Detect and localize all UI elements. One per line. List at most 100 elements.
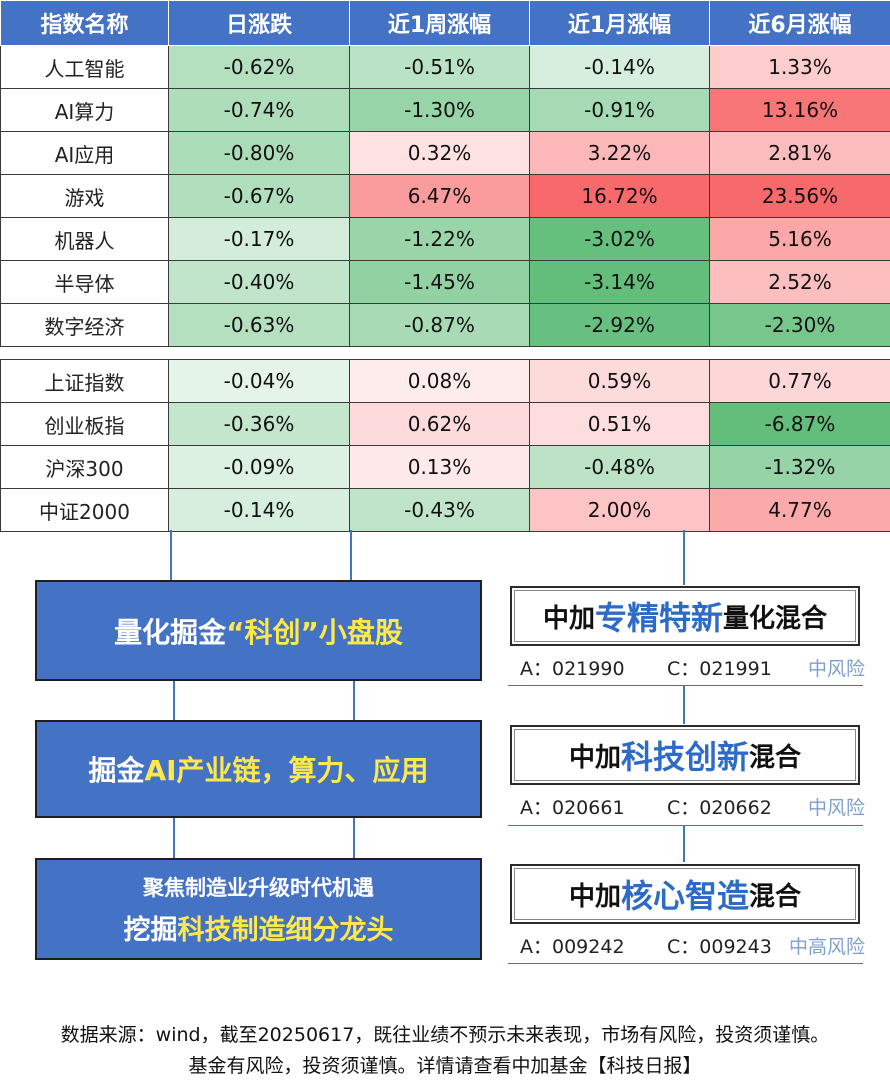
table-row: 中证2000 -0.14% -0.43% 2.00% 4.77%: [0, 488, 890, 532]
table-row: AI应用 -0.80% 0.32% 3.22% 2.81%: [0, 131, 890, 175]
index-name-cell: AI应用: [0, 131, 169, 175]
change-value-cell: -0.87%: [349, 303, 530, 347]
change-value-cell: 6.47%: [349, 174, 530, 218]
change-value-cell: -0.67%: [168, 174, 350, 218]
index-name-cell: 半导体: [0, 260, 169, 304]
connector-line: [683, 530, 685, 585]
index-name-cell: 游戏: [0, 174, 169, 218]
change-value-cell: -6.87%: [709, 402, 890, 446]
change-value-cell: -1.22%: [349, 217, 530, 261]
index-name-cell: 人工智能: [0, 45, 169, 89]
table-row: 游戏 -0.67% 6.47% 16.72% 23.56%: [0, 174, 890, 218]
index-name-cell: 创业板指: [0, 402, 169, 446]
change-value-cell: -1.30%: [349, 88, 530, 132]
change-value-cell: -0.48%: [529, 445, 710, 489]
change-value-cell: -0.36%: [168, 402, 350, 446]
table-row: 机器人 -0.17% -1.22% -3.02% 5.16%: [0, 217, 890, 261]
change-value-cell: -1.32%: [709, 445, 890, 489]
header-daily-change: 日涨跌: [168, 0, 350, 46]
change-value-cell: 0.32%: [349, 131, 530, 175]
change-value-cell: 3.22%: [529, 131, 710, 175]
change-value-cell: 23.56%: [709, 174, 890, 218]
change-value-cell: 0.13%: [349, 445, 530, 489]
connector-line: [683, 686, 685, 724]
change-value-cell: -0.43%: [349, 488, 530, 532]
connector-line: [170, 530, 172, 582]
table-row: AI算力 -0.74% -1.30% -0.91% 13.16%: [0, 88, 890, 132]
change-value-cell: 5.16%: [709, 217, 890, 261]
fund-name-box[interactable]: 中加 科技创新 混合: [510, 725, 860, 785]
connector-line: [173, 818, 175, 860]
table-row: 创业板指 -0.36% 0.62% 0.51% -6.87%: [0, 402, 890, 446]
theme-text: 掘金AI产业链，算力、应用: [88, 754, 429, 787]
table-row: 半导体 -0.40% -1.45% -3.14% 2.52%: [0, 260, 890, 304]
change-value-cell: -2.92%: [529, 303, 710, 347]
change-value-cell: 0.08%: [349, 359, 530, 403]
index-name-cell: 沪深300: [0, 445, 169, 489]
change-value-cell: -0.09%: [168, 445, 350, 489]
change-value-cell: -0.62%: [168, 45, 350, 89]
fund-code-a: A：020661: [520, 797, 625, 819]
table-row: 上证指数 -0.04% 0.08% 0.59% 0.77%: [0, 359, 890, 403]
change-value-cell: -0.51%: [349, 45, 530, 89]
connector-line: [353, 818, 355, 860]
change-value-cell: 0.62%: [349, 402, 530, 446]
change-value-cell: 0.59%: [529, 359, 710, 403]
performance-table: 指数名称 日涨跌 近1周涨幅 近1月涨幅 近6月涨幅 人工智能 -0.62% -0.…: [0, 0, 890, 532]
change-value-cell: -0.63%: [168, 303, 350, 347]
change-value-cell: -2.30%: [709, 303, 890, 347]
fund-code-c: C：009243: [667, 936, 772, 958]
change-value-cell: -0.14%: [529, 45, 710, 89]
change-value-cell: -1.45%: [349, 260, 530, 304]
connector-line: [173, 680, 175, 722]
change-value-cell: -0.40%: [168, 260, 350, 304]
change-value-cell: 2.00%: [529, 488, 710, 532]
change-value-cell: -0.80%: [168, 131, 350, 175]
change-value-cell: 0.51%: [529, 402, 710, 446]
disclaimer-line-2: 基金有风险，投资须谨慎。详情请查看中加基金【科技日报】: [188, 1055, 702, 1077]
connector-line: [683, 826, 685, 862]
index-name-cell: 机器人: [0, 217, 169, 261]
theme-text: 挖掘科技制造细分龙头: [123, 914, 394, 946]
index-name-cell: AI算力: [0, 88, 169, 132]
fund-code-c: C：020662: [667, 797, 772, 819]
table-row: 人工智能 -0.62% -0.51% -0.14% 1.33%: [0, 45, 890, 89]
separator-cell: [0, 346, 890, 360]
disclaimer-line-1: 数据来源：wind，截至20250617，既往业绩不预示未来表现，市场有风险，投…: [60, 1024, 830, 1046]
connector-line: [350, 530, 352, 582]
risk-level: 中风险: [807, 658, 865, 680]
theme-box-2: 掘金AI产业链，算力、应用: [35, 720, 482, 818]
connector-line: [353, 680, 355, 722]
theme-box-3: 聚焦制造业升级时代机遇 挖掘科技制造细分龙头: [35, 858, 482, 960]
risk-level: 中高风险: [788, 936, 865, 958]
change-value-cell: 2.52%: [709, 260, 890, 304]
fund-underline: [508, 963, 863, 964]
table-row: 数字经济 -0.63% -0.87% -2.92% -2.30%: [0, 303, 890, 347]
fund-underline: [508, 825, 863, 826]
change-value-cell: -0.17%: [168, 217, 350, 261]
change-value-cell: -0.74%: [168, 88, 350, 132]
fund-code-a: A：009242: [520, 936, 625, 958]
change-value-cell: -0.91%: [529, 88, 710, 132]
header-1m-change: 近1月涨幅: [529, 0, 710, 46]
change-value-cell: 13.16%: [709, 88, 890, 132]
change-value-cell: -3.02%: [529, 217, 710, 261]
fund-code-a: A：021990: [520, 658, 625, 680]
fund-name-box[interactable]: 中加 专精特新 量化混合: [510, 586, 860, 646]
fund-name-box[interactable]: 中加 核心智造 混合: [510, 864, 860, 924]
theme-text: 量化掘金“科创”小盘股: [114, 615, 403, 649]
change-value-cell: 0.77%: [709, 359, 890, 403]
change-value-cell: 1.33%: [709, 45, 890, 89]
risk-level: 中风险: [807, 797, 865, 819]
fund-code-c: C：021991: [667, 658, 772, 680]
change-value-cell: -0.04%: [168, 359, 350, 403]
header-1w-change: 近1周涨幅: [349, 0, 530, 46]
theme-subtitle: 聚焦制造业升级时代机遇: [143, 875, 374, 900]
header-6m-change: 近6月涨幅: [709, 0, 890, 46]
table-header-row: 指数名称 日涨跌 近1周涨幅 近1月涨幅 近6月涨幅: [0, 0, 890, 46]
theme-box-1: 量化掘金“科创”小盘股: [35, 580, 482, 681]
change-value-cell: -3.14%: [529, 260, 710, 304]
change-value-cell: -0.14%: [168, 488, 350, 532]
fund-underline: [508, 685, 863, 686]
table-row: 沪深300 -0.09% 0.13% -0.48% -1.32%: [0, 445, 890, 489]
